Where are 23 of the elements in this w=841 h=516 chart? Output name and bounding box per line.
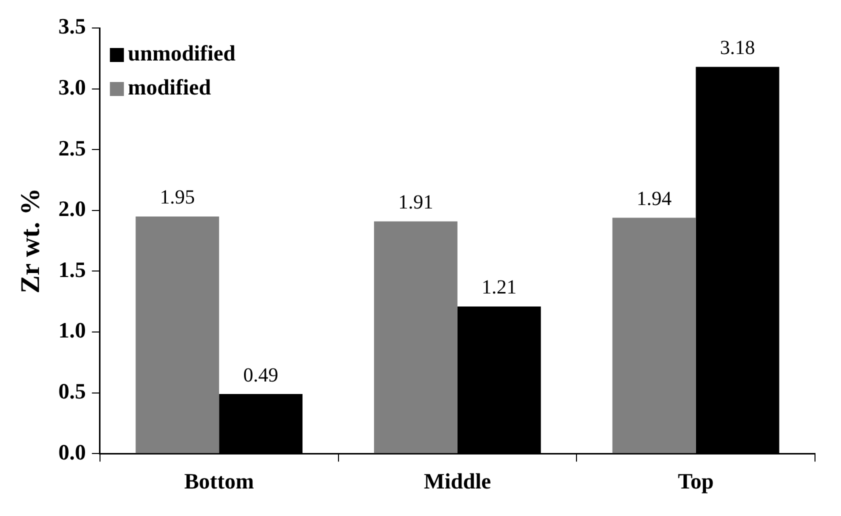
data-label: 3.18 (720, 37, 756, 60)
data-label: 0.49 (243, 364, 278, 386)
data-label: 1.91 (398, 192, 434, 214)
legend-label: modified (128, 74, 212, 100)
y-tick-label: 3.5 (58, 14, 86, 39)
y-tick-label: 1.0 (58, 318, 86, 343)
data-label: 1.95 (160, 186, 195, 209)
bar (374, 221, 458, 454)
y-tick-label: 2.0 (58, 196, 86, 222)
y-tick-label: 3.0 (58, 74, 86, 100)
legend-label: unmodified (128, 40, 236, 66)
x-tick-label: Bottom (184, 468, 254, 494)
y-tick-label: 0.5 (58, 378, 86, 404)
y-axis-title: Zr wt. % (15, 188, 46, 294)
bar (612, 218, 696, 454)
data-label: 1.94 (636, 188, 672, 210)
data-label: 1.21 (482, 276, 517, 299)
x-tick-label: Middle (424, 468, 492, 494)
bar (136, 216, 220, 454)
y-tick-label: 2.5 (58, 135, 86, 160)
y-tick-label: 0.0 (58, 439, 86, 464)
x-tick-label: Top (678, 468, 714, 494)
y-tick-label: 1.5 (58, 256, 86, 282)
